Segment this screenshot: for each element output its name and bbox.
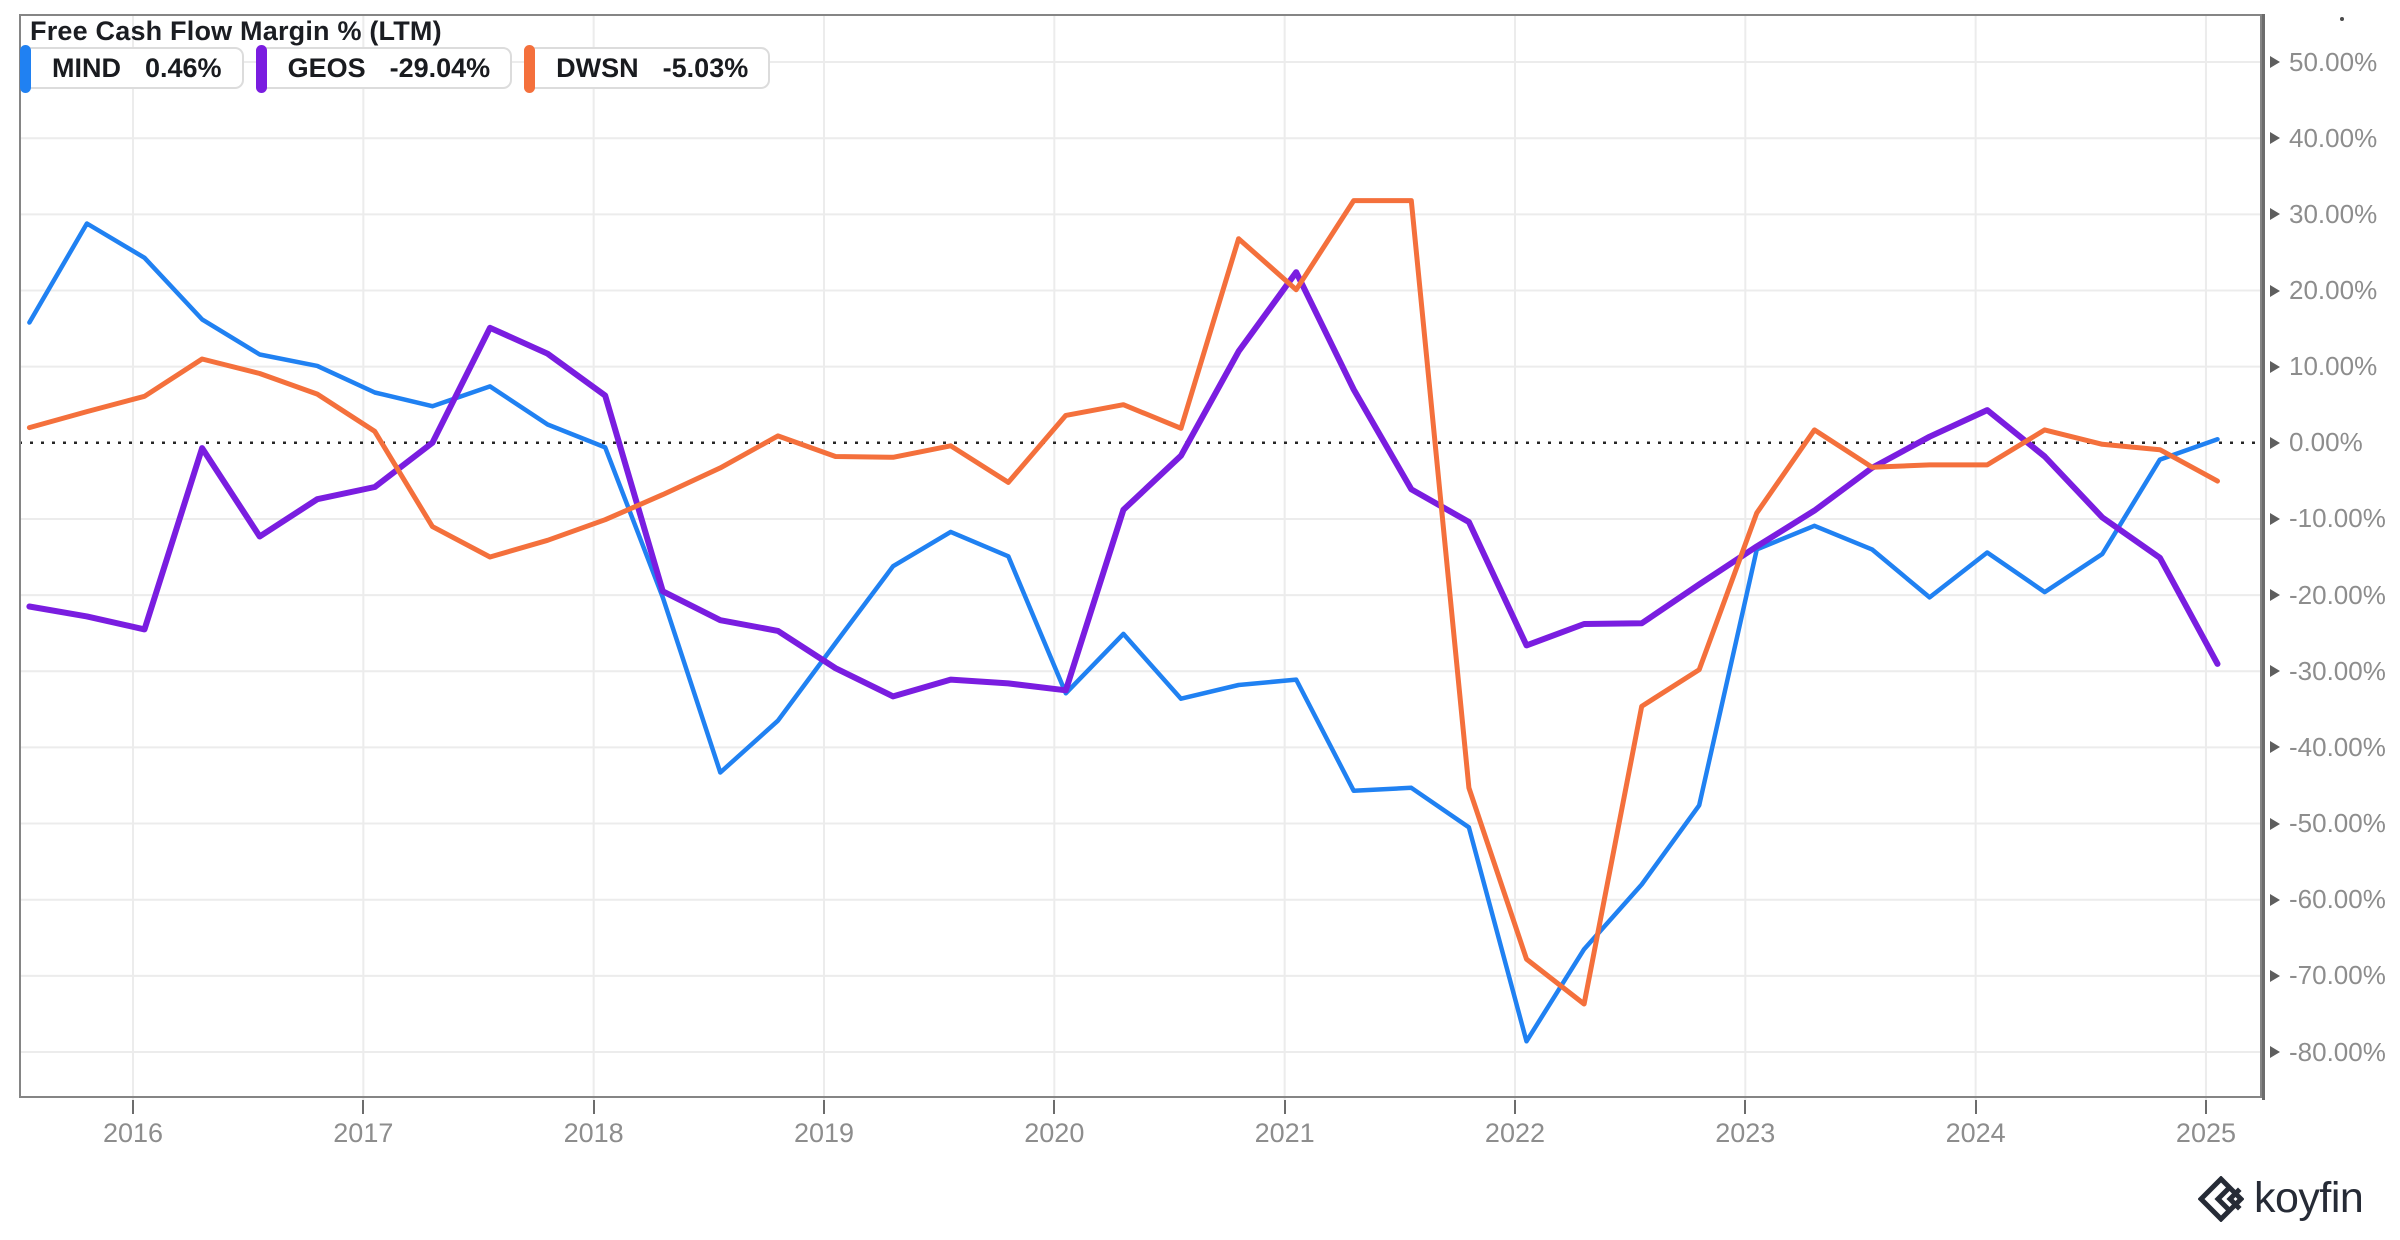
x-tick-mark [1974, 1100, 1977, 1114]
y-axis-label: 30.00% [2270, 198, 2377, 230]
y-tick-arrow-icon [2270, 512, 2280, 525]
y-axis-label-text: -20.00% [2289, 579, 2386, 610]
legend-ticker: MIND [52, 52, 121, 83]
y-axis-label: -70.00% [2270, 960, 2386, 992]
x-axis-label: 2018 [563, 1118, 624, 1148]
y-axis-label-text: 10.00% [2289, 351, 2378, 382]
series-color-swatch [524, 45, 536, 93]
y-axis-label: -60.00% [2270, 884, 2386, 916]
legend-ticker: DWSN [556, 52, 639, 83]
x-axis-label: 2019 [793, 1118, 855, 1148]
series-group [26, 198, 2221, 1044]
y-tick-arrow-icon [2270, 132, 2280, 145]
series-line-geos[interactable] [26, 269, 2221, 700]
y-axis-label-text: -40.00% [2289, 731, 2386, 762]
y-axis-label-text: -50.00% [2289, 808, 2386, 839]
y-tick-arrow-icon [2270, 589, 2280, 602]
y-axis-label: -30.00% [2270, 655, 2386, 687]
legend-badge-mind[interactable]: MIND 0.46% [20, 45, 244, 93]
y-axis-label: 50.00% [2270, 46, 2377, 78]
y-axis-label: -40.00% [2270, 731, 2386, 763]
x-tick-mark [362, 1100, 365, 1114]
legend-badge-geos[interactable]: GEOS -29.04% [255, 45, 513, 93]
legend-value: -29.04% [389, 52, 491, 83]
y-axis-label: 10.00% [2270, 351, 2377, 383]
x-axis-label: 2020 [1024, 1118, 1085, 1148]
x-tick-mark [1053, 1100, 1056, 1114]
y-tick-arrow-icon [2270, 969, 2280, 982]
y-tick-arrow-icon [2270, 360, 2280, 373]
y-tick-arrow-icon [2270, 1046, 2280, 1058]
y-axis-label: -50.00% [2270, 808, 2386, 840]
x-axis-label: 2016 [102, 1118, 164, 1148]
y-axis-label: 0.00% [2270, 427, 2363, 459]
legend-badge-dwsn[interactable]: DWSN -5.03% [524, 45, 771, 93]
y-tick-arrow-icon [2270, 208, 2280, 221]
koyfin-wordmark: koyfin [2254, 1174, 2364, 1222]
y-axis-label-text: -10.00% [2289, 503, 2386, 534]
y-axis-label-text: 50.00% [2289, 46, 2378, 77]
y-tick-arrow-icon [2270, 665, 2280, 678]
x-tick-mark [1744, 1100, 1747, 1114]
y-axis-label-text: -60.00% [2289, 884, 2386, 915]
series-line-mind[interactable] [27, 221, 2220, 1044]
legend-ticker: GEOS [287, 52, 366, 83]
x-axis-label: 2023 [1715, 1118, 1776, 1148]
y-tick-arrow-icon [2270, 817, 2280, 830]
y-axis-line [2262, 14, 2265, 1100]
chart-title: Free Cash Flow Margin % (LTM) [30, 16, 442, 46]
x-tick-mark [822, 1100, 825, 1114]
corner-dot [2340, 17, 2344, 21]
x-tick-mark [132, 1100, 134, 1114]
y-axis-label: -20.00% [2270, 579, 2386, 611]
x-axis-label: 2025 [2175, 1118, 2236, 1148]
x-axis-label: 2017 [333, 1118, 394, 1148]
x-axis-label: 2021 [1254, 1118, 1315, 1148]
y-axis-label-text: -70.00% [2289, 960, 2386, 991]
y-axis-label: 40.00% [2270, 122, 2377, 154]
y-axis-label-text: -80.00% [2289, 1036, 2386, 1067]
y-axis-label-text: 0.00% [2289, 427, 2363, 458]
y-axis-label-text: 30.00% [2289, 198, 2378, 229]
legend-value: 0.46% [145, 52, 222, 83]
x-tick-mark [1513, 1100, 1516, 1114]
y-axis-label-text: 20.00% [2289, 275, 2378, 305]
y-tick-arrow-icon [2270, 436, 2280, 449]
legend: MIND 0.46% GEOS -29.04% DWSN -5.03% [20, 45, 771, 93]
y-axis-label-text: 40.00% [2289, 122, 2378, 153]
y-tick-arrow-icon [2270, 284, 2280, 297]
legend-value: -5.03% [662, 52, 749, 83]
koyfin-logo: koyfin [2198, 1174, 2364, 1223]
y-tick-arrow-icon [2270, 893, 2280, 906]
y-tick-arrow-icon [2270, 56, 2280, 69]
series-color-swatch [255, 45, 267, 93]
series-line-dwsn[interactable] [26, 198, 2220, 1007]
x-tick-mark [592, 1100, 595, 1114]
y-tick-arrow-icon [2270, 741, 2280, 754]
y-axis-label: 20.00% [2270, 275, 2377, 307]
x-tick-mark [2204, 1100, 2207, 1114]
series-color-swatch [20, 45, 31, 93]
x-axis-label: 2024 [1945, 1118, 2006, 1148]
y-axis-label: -80.00% [2270, 1036, 2386, 1068]
koyfin-logo-icon [2198, 1175, 2244, 1222]
y-axis-label: -10.00% [2270, 503, 2386, 535]
x-tick-mark [1283, 1100, 1286, 1114]
x-axis-label: 2022 [1484, 1118, 1545, 1148]
y-axis-label-text: -30.00% [2289, 655, 2386, 686]
